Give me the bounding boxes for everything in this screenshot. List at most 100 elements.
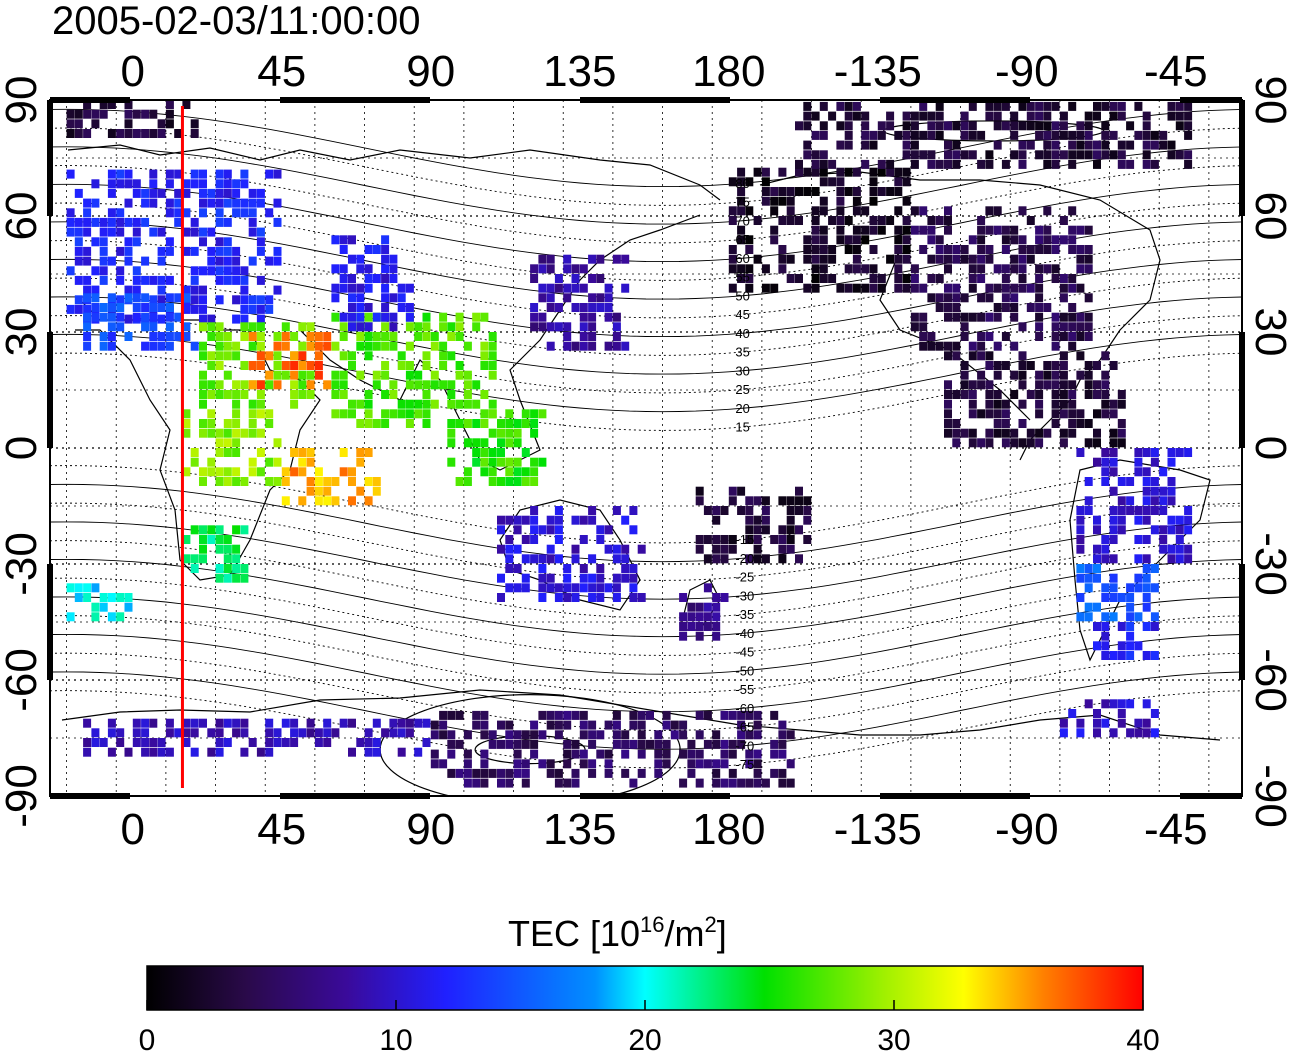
tec-cell: [381, 332, 390, 341]
tec-cell: [248, 409, 257, 419]
tec-cell: [836, 187, 845, 196]
tec-cell: [786, 506, 795, 515]
tec-cell: [157, 285, 166, 295]
tec-cell: [1184, 515, 1193, 525]
tec-cell: [712, 730, 721, 740]
tec-cell: [612, 730, 621, 740]
tec-cell: [952, 283, 961, 293]
tec-cell: [1043, 121, 1052, 131]
tec-cell: [215, 266, 224, 276]
tec-cell: [381, 341, 390, 351]
tec-cell: [323, 332, 332, 341]
tec-cell: [770, 283, 779, 293]
tec-cell: [248, 322, 257, 332]
tec-cell: [712, 554, 721, 564]
tec-cell: [944, 159, 952, 169]
tec-cell: [1142, 477, 1151, 486]
tec-cell: [116, 129, 125, 138]
tec-cell: [149, 227, 158, 237]
tec-cell: [1101, 651, 1110, 660]
tec-cell: [149, 129, 158, 138]
tec-cell: [604, 312, 613, 322]
tec-cell: [985, 111, 994, 121]
tec-cell: [372, 380, 381, 390]
tec-cell: [778, 768, 787, 778]
tec-cell: [1035, 264, 1044, 274]
tec-cell: [331, 477, 340, 486]
tec-cell: [74, 109, 83, 119]
tec-cell: [215, 188, 224, 198]
tec-cell: [877, 159, 886, 169]
mlat-label: -50: [735, 663, 754, 678]
tec-cell: [919, 101, 928, 111]
tec-cell: [422, 380, 431, 390]
tec-cell: [107, 728, 116, 738]
tec-cell: [546, 283, 555, 293]
tec-cell: [1076, 225, 1085, 235]
tec-cell: [720, 593, 729, 602]
top-longitude-tick: 135: [543, 47, 616, 96]
tec-cell: [538, 264, 547, 274]
tec-cell: [1084, 583, 1093, 593]
tec-cell: [968, 150, 977, 160]
tec-cell: [240, 747, 249, 757]
tec-cell: [612, 332, 621, 341]
tec-cell: [579, 312, 588, 322]
tec-cell: [968, 283, 977, 293]
tec-cell: [861, 130, 870, 140]
tec-cell: [579, 564, 588, 573]
tec-cell: [521, 419, 530, 428]
tec-cell: [1051, 380, 1060, 390]
tec-cell: [505, 583, 514, 593]
tec-cell: [422, 419, 431, 428]
tec-cell: [1101, 622, 1110, 631]
tec-cell: [215, 198, 224, 208]
tec-cell: [737, 486, 746, 496]
tec-cell: [596, 293, 605, 303]
tec-cell: [83, 341, 92, 351]
tec-cell: [124, 100, 133, 109]
tec-cell: [1001, 409, 1010, 419]
tec-cell: [356, 738, 365, 747]
tec-cell: [1076, 718, 1085, 728]
tec-cell: [1068, 322, 1077, 332]
tec-cell: [290, 448, 299, 457]
tec-cell: [447, 380, 456, 390]
tec-cell: [232, 208, 241, 218]
tec-cell: [795, 187, 803, 196]
tec-cell: [927, 130, 936, 140]
tec-cell: [83, 208, 92, 218]
tec-cell: [1051, 361, 1060, 370]
tec-cell: [364, 496, 373, 506]
tec-cell: [256, 188, 265, 198]
tec-cell: [712, 768, 721, 778]
tec-cell: [232, 525, 241, 535]
tec-cell: [795, 121, 803, 131]
tec-cell: [1084, 121, 1093, 131]
tec-cell: [1035, 245, 1044, 254]
tec-cell: [1068, 235, 1077, 245]
tec-cell: [910, 225, 919, 235]
tec-cell: [554, 768, 563, 778]
tec-cell: [637, 739, 646, 749]
tec-cell: [281, 361, 290, 370]
tec-cell: [298, 341, 307, 351]
tec-cell: [546, 583, 555, 593]
tec-cell: [579, 583, 588, 593]
tec-cell: [1010, 121, 1019, 131]
tec-cell: [803, 235, 812, 245]
tec-cell: [1059, 728, 1068, 738]
tec-cell: [298, 370, 307, 380]
tec-cell: [1076, 573, 1085, 583]
tec-cell: [290, 370, 299, 380]
tec-cell: [753, 254, 762, 264]
tec-cell: [463, 749, 472, 759]
tec-cell: [372, 477, 381, 486]
tec-cell: [207, 351, 216, 361]
tec-cell: [199, 477, 207, 486]
tec-cell: [745, 759, 754, 769]
tec-cell: [463, 419, 472, 428]
tec-cell: [513, 467, 522, 477]
tec-cell: [273, 438, 282, 448]
